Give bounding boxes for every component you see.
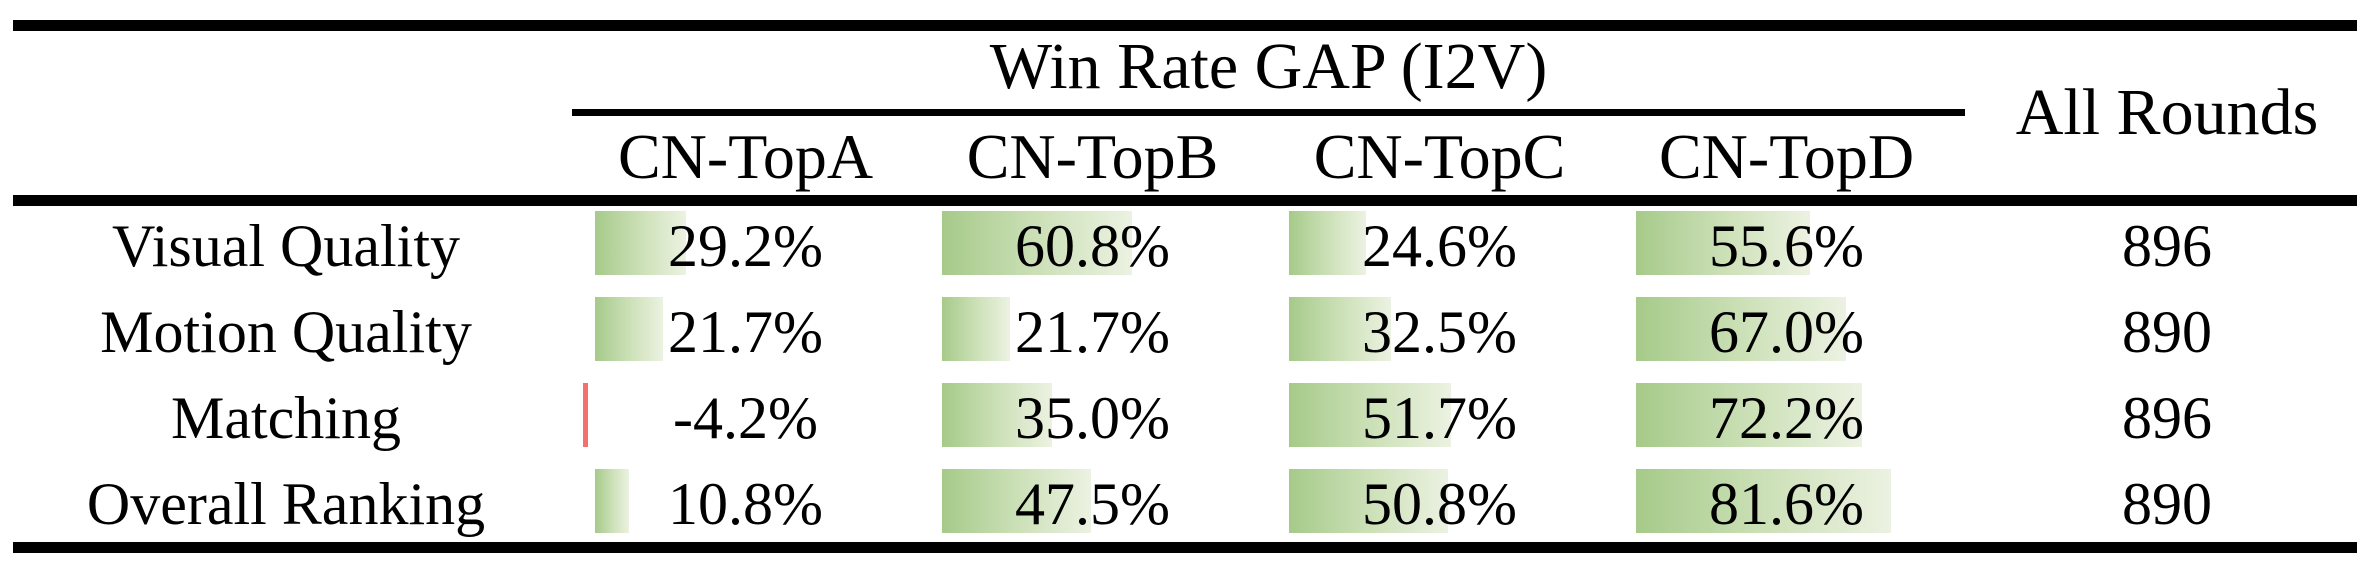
- win-rate-value: 60.8%: [1015, 213, 1170, 279]
- win-rate-bar: [1636, 383, 1862, 447]
- win-rate-cell: 67.0%: [1613, 291, 1960, 377]
- win-rate-cell: 51.7%: [1266, 377, 1613, 463]
- win-rate-cell: -4.2%: [572, 377, 919, 463]
- win-rate-bar: [1636, 211, 1810, 275]
- win-rate-cell: 81.6%: [1613, 463, 1960, 549]
- win-rate-bar: [1636, 297, 1846, 361]
- win-rate-cell: 24.6%: [1266, 205, 1613, 291]
- table-top-rule: [13, 20, 2357, 31]
- header-bottom-rule: [13, 195, 2357, 206]
- win-rate-cell: 29.2%: [572, 205, 919, 291]
- win-rate-value: 21.7%: [668, 299, 823, 365]
- win-rate-value: 81.6%: [1709, 471, 1864, 537]
- column-header-cn-topb: CN-TopB: [966, 121, 1219, 192]
- win-rate-value: 55.6%: [1709, 213, 1864, 279]
- win-rate-value: 32.5%: [1362, 299, 1517, 365]
- win-rate-bar: [942, 211, 1133, 275]
- win-rate-cell: 50.8%: [1266, 463, 1613, 549]
- column-header-cn-topc: CN-TopC: [1313, 121, 1566, 192]
- all-rounds-value: 896: [2122, 213, 2212, 279]
- win-rate-bar: [1289, 469, 1448, 533]
- table-body: Visual Quality 29.2% 60.8% 24.6% 55.6% 8…: [0, 205, 2374, 549]
- win-rate-bar: [942, 469, 1091, 533]
- win-rate-cell: 35.0%: [919, 377, 1266, 463]
- win-rate-value: 72.2%: [1709, 385, 1864, 451]
- column-header-cn-topa: CN-TopA: [617, 121, 874, 192]
- win-rate-bar: [1289, 383, 1451, 447]
- win-rate-bar: [1289, 297, 1391, 361]
- all-rounds-value: 890: [2122, 471, 2212, 537]
- win-rate-value: 21.7%: [1015, 299, 1170, 365]
- win-rate-value: 35.0%: [1015, 385, 1170, 451]
- win-rate-cell: 60.8%: [919, 205, 1266, 291]
- win-rate-cell: 21.7%: [572, 291, 919, 377]
- table-row-motion-quality: Motion Quality 21.7% 21.7% 32.5% 67.0% 8…: [0, 291, 2374, 377]
- row-label: Visual Quality: [111, 213, 461, 279]
- group-header-title: Win Rate GAP (I2V): [989, 30, 1548, 103]
- row-label: Matching: [171, 385, 401, 451]
- all-rounds-value: 890: [2122, 299, 2212, 365]
- win-rate-bar-negative: [583, 383, 588, 447]
- win-rate-bar: [595, 211, 687, 275]
- all-rounds-value: 896: [2122, 385, 2212, 451]
- win-rate-value: 47.5%: [1015, 471, 1170, 537]
- win-rate-cell: 55.6%: [1613, 205, 1960, 291]
- group-header-underline-rule: [572, 109, 1965, 116]
- win-rate-bar: [942, 297, 1010, 361]
- table-row-matching: Matching -4.2% 35.0% 51.7% 72.2% 896: [0, 377, 2374, 463]
- win-rate-cell: 21.7%: [919, 291, 1266, 377]
- column-header-cn-topd: CN-TopD: [1658, 121, 1915, 192]
- row-label: Motion Quality: [100, 299, 472, 365]
- win-rate-bar: [595, 469, 629, 533]
- win-rate-value: 50.8%: [1362, 471, 1517, 537]
- all-rounds-column-header: All Rounds: [2015, 76, 2319, 149]
- win-rate-value: 24.6%: [1362, 213, 1517, 279]
- table-row-overall-ranking: Overall Ranking 10.8% 47.5% 50.8% 81.6% …: [0, 463, 2374, 549]
- win-rate-cell: 72.2%: [1613, 377, 1960, 463]
- win-rate-bar: [942, 383, 1052, 447]
- win-rate-bar: [595, 297, 663, 361]
- win-rate-value: 10.8%: [668, 471, 823, 537]
- win-rate-value: 51.7%: [1362, 385, 1517, 451]
- table-bottom-rule: [13, 542, 2357, 553]
- win-rate-cell: 47.5%: [919, 463, 1266, 549]
- row-label: Overall Ranking: [86, 471, 486, 537]
- win-rate-value: 67.0%: [1709, 299, 1864, 365]
- win-rate-value: -4.2%: [673, 385, 818, 451]
- win-rate-value: 29.2%: [668, 213, 823, 279]
- win-rate-cell: 10.8%: [572, 463, 919, 549]
- win-rate-bar: [1636, 469, 1892, 533]
- win-rate-bar: [1289, 211, 1366, 275]
- table-row-visual-quality: Visual Quality 29.2% 60.8% 24.6% 55.6% 8…: [0, 205, 2374, 291]
- win-rate-cell: 32.5%: [1266, 291, 1613, 377]
